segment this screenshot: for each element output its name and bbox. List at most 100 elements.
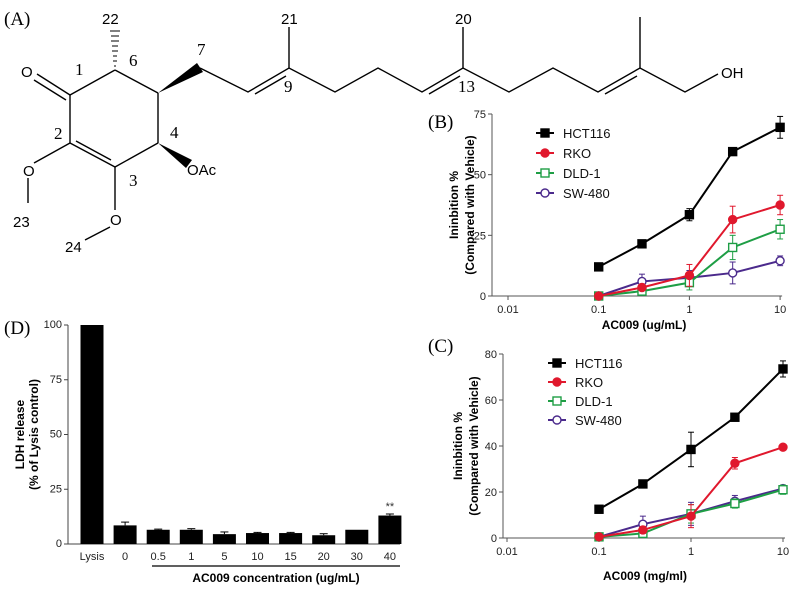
legend-marker [552, 415, 562, 425]
y-tick-label: 0 [56, 538, 62, 550]
y-tick-label: 0 [491, 533, 497, 545]
x-tick-label: 1 [688, 546, 694, 558]
y-tick-label: 0 [480, 291, 486, 303]
atom-o-2: O [23, 163, 35, 180]
y-axis-label: Ininbition % [447, 171, 461, 239]
locant-7: 7 [197, 40, 206, 59]
legend-marker [540, 128, 550, 138]
legend-item: SW-480 [548, 413, 622, 428]
data-point [637, 282, 647, 293]
x-tick-label: 20 [318, 551, 330, 563]
x-tick-label: 1 [686, 304, 692, 316]
data-point [594, 291, 604, 301]
y-tick-label: 100 [44, 319, 62, 331]
y-tick-label: 25 [50, 483, 62, 495]
legend-item: HCT116 [536, 126, 610, 141]
legend-item: RKO [548, 375, 603, 390]
data-point [594, 532, 604, 542]
data-point [775, 256, 785, 266]
legend-marker [552, 358, 562, 368]
y-tick-label: 75 [50, 374, 62, 386]
y-axis-label: (% of Lysis control) [27, 379, 41, 490]
bar-5 [212, 534, 236, 544]
data-point [727, 242, 738, 253]
y-tick-label: 80 [485, 349, 497, 361]
x-tick-label: 1 [188, 551, 194, 563]
locant-13: 13 [458, 77, 475, 96]
data-point [638, 525, 648, 535]
legend-label: DLD-1 [563, 166, 601, 181]
data-point [778, 485, 788, 495]
series-rko [594, 442, 788, 542]
y-tick-label: 60 [485, 395, 497, 407]
legend-label: RKO [563, 146, 591, 161]
legend-item: HCT116 [548, 356, 622, 371]
y-tick-label: 50 [50, 429, 62, 441]
x-tick-label: 5 [221, 551, 227, 563]
data-point [775, 224, 785, 234]
x-tick-label: Lysis [80, 551, 105, 563]
x-tick-label: 0.01 [496, 546, 517, 558]
data-point [730, 458, 740, 468]
legend-item: SW-480 [536, 186, 610, 201]
bar-40 [378, 515, 402, 544]
chart-b-inhibition-ug: 0 25 50 75 0.01 0.1 1 10 AC009 (ug/mL) Ininbition… [447, 109, 786, 332]
locant-20: 20 [455, 11, 472, 28]
x-axis-label: AC009 concentration (ug/mL) [192, 571, 359, 585]
series-hct116 [594, 115, 785, 272]
x-tick-label: 15 [284, 551, 296, 563]
series-rko [594, 194, 785, 301]
data-point [686, 444, 696, 455]
bar-10 [246, 533, 269, 544]
locant-21: 21 [281, 11, 298, 28]
data-point [727, 214, 738, 225]
atom-oh: OH [721, 65, 744, 82]
data-point [686, 511, 696, 521]
y-axis-label: (Compared with Vehicle) [467, 376, 481, 515]
x-tick-label: 0.1 [591, 546, 606, 558]
legend-item: RKO [536, 146, 591, 161]
series-hct116 [594, 360, 788, 514]
x-tick-label: 10 [774, 304, 786, 316]
legend-label: DLD-1 [575, 394, 613, 409]
panel-label-b: (B) [428, 112, 453, 133]
x-axis-label: AC009 (mg/ml) [603, 569, 687, 583]
data-point [594, 504, 604, 514]
locant-2: 2 [54, 124, 63, 143]
locant-22: 22 [102, 11, 119, 28]
locant-3: 3 [129, 171, 138, 190]
legend-label: SW-480 [563, 186, 610, 201]
y-axis-label: (Compared with Vehicle) [463, 135, 477, 274]
data-point [594, 262, 604, 272]
x-axis-label: AC009 (ug/mL) [602, 318, 687, 332]
data-point [727, 146, 738, 157]
series-line [598, 126, 781, 268]
legend-label: HCT116 [563, 126, 610, 141]
data-point [775, 200, 785, 210]
data-point [778, 442, 788, 452]
bar-30 [345, 529, 369, 544]
x-tick-label: 30 [351, 551, 363, 563]
locant-1: 1 [75, 60, 84, 79]
data-point [684, 270, 695, 281]
atom-oac: OAc [187, 162, 217, 179]
legend-label: SW-480 [575, 413, 622, 428]
legend-item: DLD-1 [548, 394, 613, 409]
bar-1 [179, 529, 203, 544]
bar-0 [113, 525, 137, 544]
data-point [684, 210, 695, 220]
locant-6: 6 [129, 51, 138, 70]
locant-24: 24 [65, 239, 82, 256]
data-point [637, 239, 647, 249]
x-tick-label: 10 [777, 546, 789, 558]
x-tick-label: 0.1 [591, 304, 606, 316]
atom-o-3: O [110, 212, 122, 229]
data-point [775, 122, 785, 133]
locant-4: 4 [170, 123, 179, 142]
y-tick-label: 20 [485, 487, 497, 499]
y-tick-label: 40 [485, 441, 497, 453]
data-point [727, 268, 738, 278]
y-tick-label: 50 [474, 170, 486, 182]
